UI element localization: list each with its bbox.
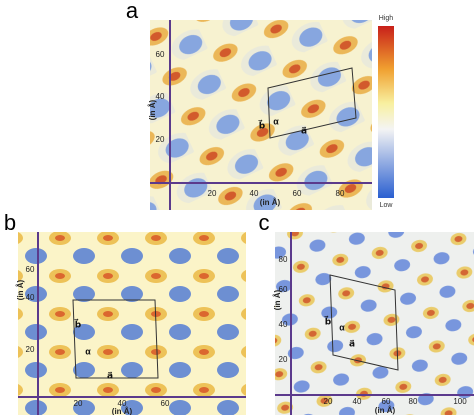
panel-label: b [4, 210, 16, 235]
annotation: b⃗ [324, 316, 332, 327]
x-tick-label: 60 [293, 189, 302, 198]
unit-cell [329, 274, 399, 371]
x-tick-label: 60 [382, 397, 391, 406]
x-axis-label: (in Å) [112, 407, 133, 415]
annotation: α [85, 346, 91, 356]
y-tick-label: 20 [279, 355, 288, 364]
colorbar [378, 26, 394, 198]
y-tick-label: 20 [156, 135, 165, 144]
y-tick-label: 60 [279, 285, 288, 294]
y-tick-label: 80 [279, 255, 288, 264]
x-tick-label: 20 [208, 189, 217, 198]
x-axis-label: (in Å) [375, 406, 396, 415]
x-axis-label: (in Å) [260, 198, 281, 207]
y-axis-label: (in Å) [16, 279, 25, 300]
x-tick-label: 60 [161, 399, 170, 408]
annotation: a⃗ [301, 125, 307, 135]
panel-label: c [259, 210, 270, 235]
x-tick-label: 80 [409, 397, 418, 406]
y-tick-label: 40 [279, 320, 288, 329]
y-tick-label: 60 [156, 50, 165, 59]
x-tick-label: 20 [74, 399, 83, 408]
image [18, 232, 246, 415]
y-tick-label: 40 [156, 92, 165, 101]
annotation: α [339, 322, 345, 332]
y-tick-label: 60 [26, 265, 35, 274]
y-tick-label: 20 [26, 345, 35, 354]
unit-cell [267, 67, 357, 139]
y-axis-label: (in Å) [273, 289, 282, 310]
panel-label: a [126, 0, 139, 23]
x-tick-label: 80 [336, 189, 345, 198]
x-tick-label: 20 [324, 397, 333, 406]
x-tick-label: 40 [118, 399, 127, 408]
x-tick-label: 40 [250, 189, 259, 198]
annotation: a⃗ [349, 338, 355, 348]
unit-cell [72, 299, 159, 379]
annotation: α [273, 116, 279, 126]
y-axis-label: (in Å) [148, 99, 157, 120]
image [150, 20, 372, 210]
colorbar-label: Low [380, 202, 394, 209]
x-tick-label: 40 [353, 397, 362, 406]
x-tick-label: 100 [453, 397, 467, 406]
annotation: a⃗ [107, 370, 113, 380]
image [275, 232, 474, 415]
annotation: b⃗ [258, 120, 266, 131]
colorbar-label: High [379, 15, 394, 22]
y-tick-label: 40 [26, 293, 35, 302]
annotation: b⃗ [74, 319, 82, 330]
